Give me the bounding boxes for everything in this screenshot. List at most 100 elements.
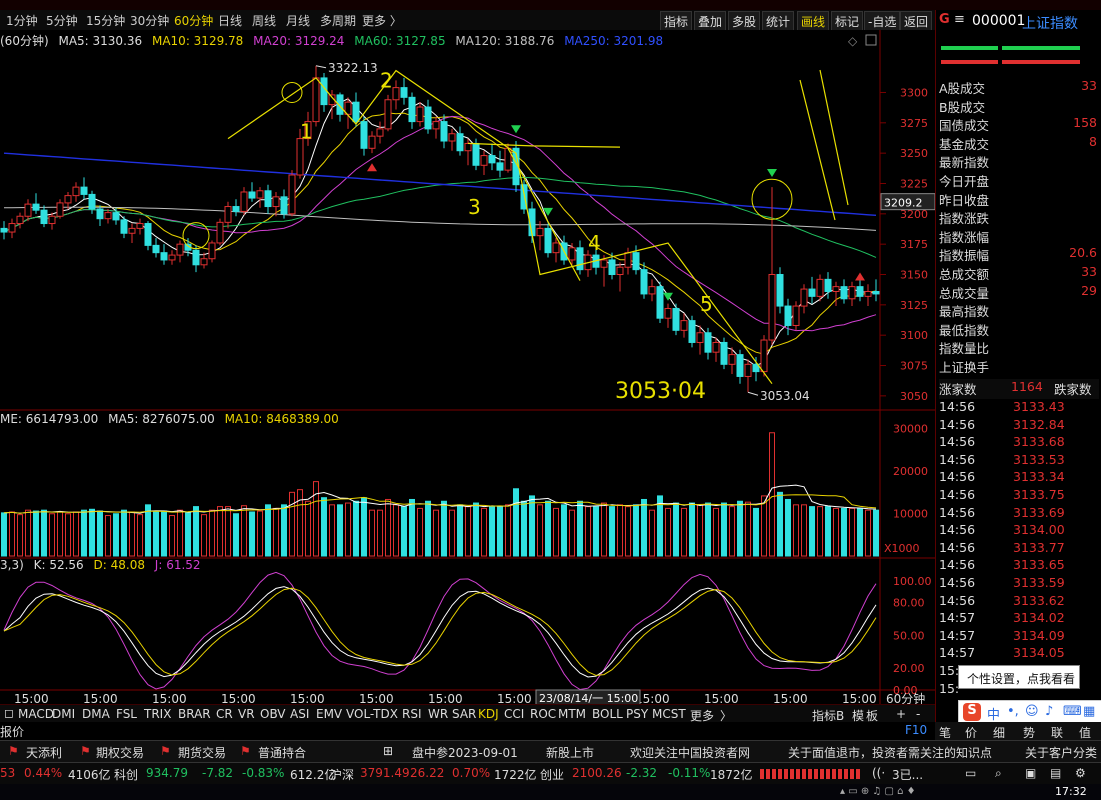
ime-punct-icon[interactable]: •, xyxy=(1007,704,1019,719)
kdj-tick-label: 0.00 xyxy=(893,684,918,697)
camera-icon[interactable]: ▣ xyxy=(1025,766,1037,780)
indicator-scroll-icon[interactable]: ◻ xyxy=(4,706,14,720)
indicator-tab-〉[interactable]: 〉 xyxy=(720,709,733,723)
volume-bar xyxy=(265,504,271,557)
add-icon[interactable]: ⊞ xyxy=(383,744,394,758)
news-item-4[interactable]: 关于面值退市，投资者需关注的知识点 xyxy=(788,746,993,760)
tab-link[interactable]: 联 xyxy=(1051,726,1064,740)
tab-trend[interactable]: 势 xyxy=(1023,726,1036,740)
period-multi[interactable]: 多周期 xyxy=(320,14,357,28)
period-1min[interactable]: 1分钟 xyxy=(6,14,38,28)
toolbar-watchlist-button[interactable]: -自选 xyxy=(864,11,901,32)
toolbar-indicator-button[interactable]: 指标 xyxy=(660,11,693,32)
indicator-tab-更多[interactable]: 更多 xyxy=(690,709,715,723)
period-60min[interactable]: 60分钟 xyxy=(174,14,214,28)
indicator-b-button[interactable]: 指标B xyxy=(812,709,845,723)
indicator-tab-psy[interactable]: PSY xyxy=(626,707,649,721)
period-more[interactable]: 更多 〉 xyxy=(362,14,402,28)
indicator-tab-sar[interactable]: SAR xyxy=(452,707,477,721)
indicator-tab-boll[interactable]: BOLL xyxy=(592,707,623,721)
service-tiantianli[interactable]: 天添利 xyxy=(26,746,63,760)
tab-price[interactable]: 价 xyxy=(965,726,978,740)
tab-detail[interactable]: 细 xyxy=(993,726,1006,740)
indicator-tab-dmi[interactable]: DMI xyxy=(52,707,76,721)
volume-bar xyxy=(209,509,215,557)
indicator-tab-cr[interactable]: CR xyxy=(216,707,233,721)
lock-icon[interactable]: ▤ xyxy=(1050,766,1062,780)
indicator-tab-rsi[interactable]: RSI xyxy=(402,707,422,721)
indicator-tab-emv[interactable]: EMV xyxy=(316,707,343,721)
indicator-tab-vol-tdx[interactable]: VOL-TDX xyxy=(346,707,398,721)
indicator-tab-wr[interactable]: WR xyxy=(428,707,449,721)
zoom-in-button[interactable]: + xyxy=(896,707,907,721)
indicator-tab-trix[interactable]: TRIX xyxy=(144,707,172,721)
period-15min[interactable]: 15分钟 xyxy=(86,14,126,28)
monitor-icon[interactable]: ▭ xyxy=(965,766,977,780)
toolbar-multistock-button[interactable]: 多股 xyxy=(728,11,761,32)
tab-trades[interactable]: 笔 xyxy=(939,726,952,740)
indicator-tab-mcst[interactable]: MCST xyxy=(652,707,686,721)
period-5min[interactable]: 5分钟 xyxy=(46,14,78,28)
ime-keyboard-icon[interactable]: ⌨ xyxy=(1063,704,1082,719)
period-month[interactable]: 月线 xyxy=(286,14,311,28)
indicator-tab-macd[interactable]: MACD xyxy=(18,707,54,721)
settings-tooltip[interactable]: 个性设置，点我看看 xyxy=(958,665,1080,689)
indicator-tab-kdj[interactable]: KDJ xyxy=(478,707,499,721)
board-button[interactable]: 板 xyxy=(866,709,879,723)
tick-price: 3134.09 xyxy=(1013,627,1065,643)
indicator-tab-obv[interactable]: OBV xyxy=(260,707,286,721)
vol-ma10-line xyxy=(3,494,877,514)
tick-price: 3133.43 xyxy=(1013,399,1065,414)
g-icon[interactable]: G xyxy=(939,12,950,27)
quote-stat-label: 指数量比 xyxy=(939,341,990,357)
ime-chinese-icon[interactable]: 中 xyxy=(987,708,1001,723)
ticker-l: 0.70% xyxy=(452,766,491,780)
tick-time: 14:56 xyxy=(939,557,976,573)
ma10-legend: MA10: 3129.78 xyxy=(151,34,244,48)
time-axis-label: 15:00 xyxy=(497,692,532,706)
price-tick-label: 3100 xyxy=(900,329,928,342)
indicator-tab-fsl[interactable]: FSL xyxy=(116,707,137,721)
volume-bar xyxy=(57,511,63,557)
ime-emoji-icon[interactable]: ☺ xyxy=(1025,704,1039,719)
period-week[interactable]: 周线 xyxy=(252,14,277,28)
settings-icon[interactable]: ⚙ xyxy=(1075,766,1086,780)
indicator-tab-roc[interactable]: ROC xyxy=(530,707,557,721)
indicator-tab-asi[interactable]: ASI xyxy=(290,707,310,721)
toolbar-overlay-button[interactable]: 叠加 xyxy=(694,11,727,32)
ime-toolbar[interactable]: S 中 •, ☺ ♪ ⌨ ▦ xyxy=(958,700,1101,726)
service-futures[interactable]: 期货交易 xyxy=(178,746,227,760)
news-item-3[interactable]: 欢迎关注中国投资者网 xyxy=(630,746,751,760)
service-holdings[interactable]: 普通持合 xyxy=(258,746,307,760)
indicator-tab-brar[interactable]: BRAR xyxy=(178,707,211,721)
quote-label[interactable]: 报价 xyxy=(0,725,25,739)
kline-chart[interactable]: 3322.13 3053.04 1 2 3 4 5 3053·04 3300 3275 3250 3… xyxy=(0,30,935,710)
news-item-5[interactable]: 关于客户分类 xyxy=(1025,746,1098,760)
template-button[interactable]: 模 xyxy=(852,709,865,723)
indicator-tab-cci[interactable]: CCI xyxy=(504,707,525,721)
toolbar-stats-button[interactable]: 统计 xyxy=(762,11,795,32)
indicator-tab-dma[interactable]: DMA xyxy=(82,707,110,721)
period-30min[interactable]: 30分钟 xyxy=(130,14,170,28)
period-day[interactable]: 日线 xyxy=(218,14,243,28)
news-item-1[interactable]: 盘中参2023-09-01 xyxy=(412,746,518,760)
indicator-tab-mtm[interactable]: MTM xyxy=(558,707,587,721)
ime-logo-icon[interactable]: S xyxy=(963,703,981,721)
ime-grid-icon[interactable]: ▦ xyxy=(1083,704,1096,719)
menu-icon[interactable]: ≡ xyxy=(954,12,965,27)
toolbar-back-button[interactable]: 返回 xyxy=(900,11,933,32)
kdj-tick-label: 100.00 xyxy=(893,575,932,588)
zoom-out-button[interactable]: - xyxy=(916,707,921,721)
f10-button[interactable]: F10 xyxy=(905,723,928,737)
search-icon[interactable]: ⌕ xyxy=(995,766,1002,780)
tray-icons[interactable]: ▴ ▭ ⊕ ♫ ▢ ⌂ ♦ xyxy=(840,786,916,797)
news-item-2[interactable]: 新股上市 xyxy=(546,746,595,760)
toolbar-draw-button[interactable]: 画线 xyxy=(797,11,830,32)
ime-mic-icon[interactable]: ♪ xyxy=(1045,704,1054,719)
ticker-q: -0.11% xyxy=(668,766,711,780)
tab-value[interactable]: 值 xyxy=(1079,726,1092,740)
service-options[interactable]: 期权交易 xyxy=(96,746,145,760)
toolbar-mark-button[interactable]: 标记 xyxy=(831,11,864,32)
volume-bar xyxy=(473,502,479,557)
indicator-tab-vr[interactable]: VR xyxy=(238,707,255,721)
